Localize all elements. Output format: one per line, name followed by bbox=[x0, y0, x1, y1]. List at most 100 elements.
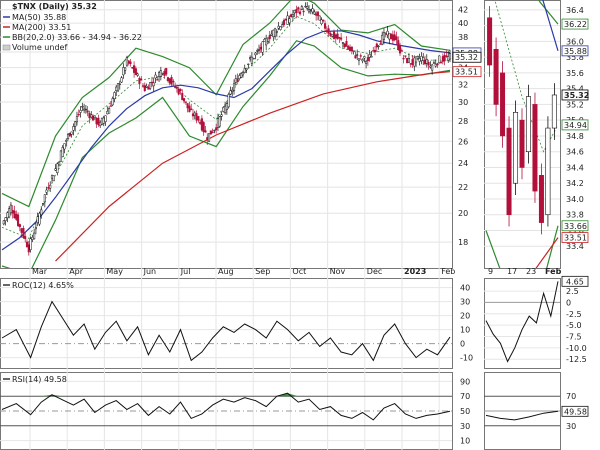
zoom-candle-body bbox=[500, 72, 506, 137]
candle-body bbox=[161, 73, 164, 75]
candle-body bbox=[320, 19, 323, 25]
candle-body bbox=[83, 108, 86, 111]
candle-body bbox=[338, 37, 341, 39]
rsi-zoom-tick-label: 70 bbox=[566, 392, 576, 401]
candle-body bbox=[434, 63, 437, 67]
candle-body bbox=[252, 57, 255, 60]
zoom-candle-body bbox=[532, 104, 538, 192]
candle-body bbox=[24, 236, 27, 240]
candle-body bbox=[158, 72, 161, 78]
candle-body bbox=[297, 7, 300, 10]
candle-body bbox=[34, 227, 37, 230]
candle-body bbox=[184, 101, 187, 103]
candle-body bbox=[49, 184, 52, 189]
candle-body bbox=[127, 60, 130, 64]
candle-body bbox=[59, 150, 62, 162]
candle-body bbox=[100, 117, 104, 125]
rsi-tick-label: 50 bbox=[460, 407, 470, 416]
candle-body bbox=[202, 122, 205, 133]
candle-body bbox=[366, 57, 369, 61]
candle-body bbox=[238, 75, 241, 79]
zoom-badge-text-close: 35.32 bbox=[564, 91, 589, 100]
price-tick-label: 42 bbox=[458, 6, 468, 15]
candle-body bbox=[52, 175, 55, 182]
candle-body bbox=[373, 49, 377, 52]
candle-body bbox=[361, 59, 364, 62]
candle-body bbox=[357, 58, 361, 61]
candle-body bbox=[340, 37, 343, 40]
candle-body bbox=[224, 105, 227, 114]
roc-tick-label: 0 bbox=[460, 340, 465, 349]
candle-body bbox=[348, 46, 352, 51]
x-tick-label: Dec bbox=[367, 267, 382, 276]
zoom-candle-body bbox=[519, 119, 525, 168]
candle-body bbox=[286, 15, 289, 25]
candle-body bbox=[306, 6, 309, 9]
candle-body bbox=[141, 85, 145, 87]
zoom-tick-label: 35.4 bbox=[566, 85, 584, 94]
candle-body bbox=[154, 74, 157, 79]
price-panel-frame bbox=[0, 0, 453, 269]
candle-body bbox=[33, 232, 36, 240]
roc-zoom-tick-label: -7.5 bbox=[566, 332, 582, 341]
candle-body bbox=[350, 46, 353, 52]
candle-body bbox=[9, 204, 12, 214]
roc-line bbox=[1, 300, 451, 362]
roc-zoom-tick-label: -2.5 bbox=[566, 310, 582, 319]
zoom-candle-body bbox=[493, 48, 499, 105]
x-tick-label: Sep bbox=[255, 267, 270, 276]
candle-body bbox=[72, 126, 75, 131]
legend: $TNX (Daily) 35.32 MA(50) 35.88 MA(200) … bbox=[2, 2, 142, 52]
candle-body bbox=[66, 134, 70, 139]
candle-body bbox=[86, 110, 89, 113]
x-tick-label: Apr bbox=[69, 267, 84, 276]
price-tick-label: 26 bbox=[458, 137, 468, 146]
candle-body bbox=[220, 114, 223, 117]
candle-body bbox=[108, 108, 111, 114]
candle-body bbox=[391, 34, 394, 41]
candle-body bbox=[313, 11, 316, 15]
candle-body bbox=[218, 116, 221, 127]
candle-body bbox=[447, 56, 450, 61]
rsi-zoom-line bbox=[485, 410, 559, 421]
candle-body bbox=[88, 113, 91, 119]
candle-body bbox=[381, 34, 384, 45]
candle-body bbox=[407, 58, 410, 63]
candle-body bbox=[443, 55, 446, 62]
x-tick-label: Mar bbox=[32, 267, 48, 276]
candle-body bbox=[197, 116, 200, 121]
candle-body bbox=[420, 56, 423, 61]
candle-body bbox=[445, 55, 448, 57]
zoom-badge-text-bb_upper: 36.22 bbox=[564, 20, 587, 29]
candle-body bbox=[90, 114, 93, 118]
candle-body bbox=[36, 216, 39, 223]
candle-body bbox=[68, 132, 71, 137]
candle-body bbox=[274, 28, 277, 37]
x-tick-label: Feb bbox=[441, 267, 455, 276]
candle-body bbox=[343, 43, 346, 48]
candle-body bbox=[234, 78, 237, 83]
zoom-badge-bb_mid bbox=[561, 119, 589, 131]
candle-body bbox=[95, 118, 98, 125]
candle-body bbox=[370, 55, 373, 58]
candle-body bbox=[165, 68, 168, 75]
candle-body bbox=[143, 85, 146, 92]
candle-body bbox=[300, 6, 303, 10]
candle-body bbox=[168, 78, 171, 84]
candle-body bbox=[379, 43, 382, 45]
candle-body bbox=[282, 19, 286, 25]
roc-tick-label: 30 bbox=[460, 298, 470, 307]
candle-body bbox=[215, 127, 218, 131]
candle-body bbox=[299, 11, 302, 15]
price-axis-labels: 35.8835.3233.5136.2235.8835.3234.9433.66… bbox=[452, 18, 589, 417]
roc-zoom-tick-label: -10.0 bbox=[566, 344, 587, 353]
zoom-tick-label: 36.0 bbox=[566, 37, 584, 46]
candle-body bbox=[124, 67, 127, 71]
candle-body bbox=[311, 8, 314, 13]
price-tick-label: 40 bbox=[458, 19, 468, 28]
candle-body bbox=[277, 25, 280, 29]
zoom-candle-body bbox=[545, 127, 551, 216]
candle-body bbox=[159, 70, 162, 77]
zoom-x-tick-label: 23 bbox=[526, 267, 536, 276]
ma50-line bbox=[1, 30, 451, 251]
